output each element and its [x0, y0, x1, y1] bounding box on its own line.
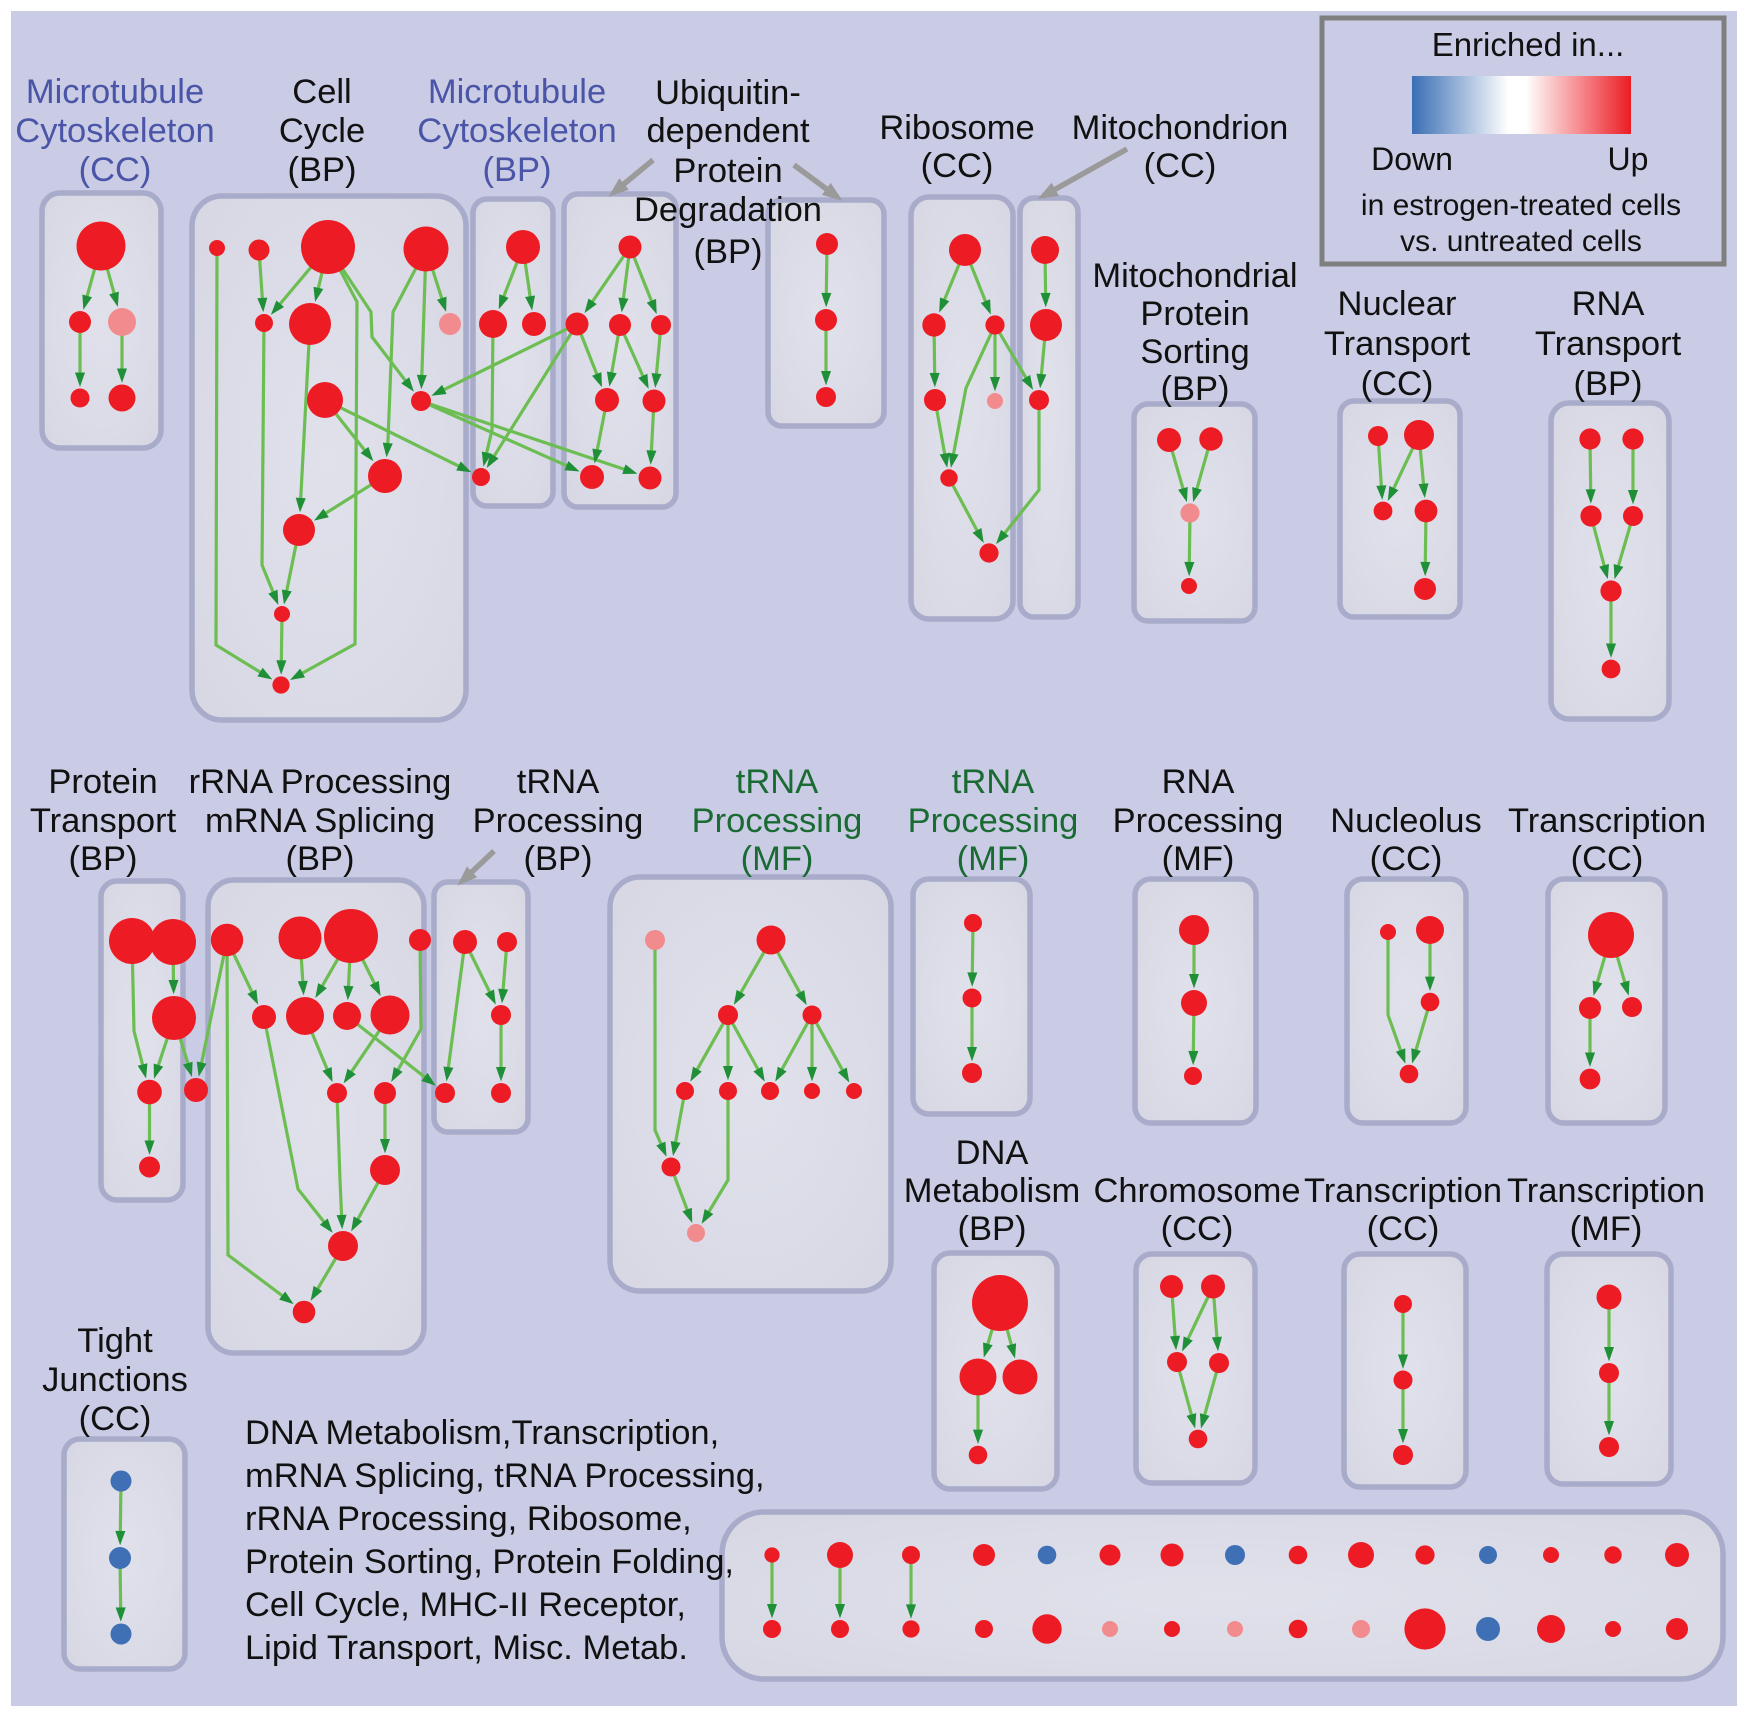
svg-text:dependent: dependent	[646, 112, 809, 150]
svg-text:Processing: Processing	[692, 802, 863, 840]
svg-text:Transcription: Transcription	[1304, 1172, 1502, 1210]
svg-text:tRNA: tRNA	[736, 763, 818, 801]
svg-text:(CC): (CC)	[921, 147, 994, 185]
svg-text:(CC): (CC)	[79, 1400, 152, 1438]
svg-text:Protein Sorting, Protein Foldi: Protein Sorting, Protein Folding,	[245, 1543, 734, 1581]
svg-text:Metabolism: Metabolism	[904, 1172, 1080, 1210]
svg-text:Transport: Transport	[1324, 325, 1471, 363]
svg-text:Processing: Processing	[1113, 802, 1284, 840]
svg-text:rRNA Processing: rRNA Processing	[189, 763, 452, 801]
svg-text:Transcription: Transcription	[1508, 802, 1706, 840]
svg-text:(CC): (CC)	[1144, 147, 1217, 185]
svg-text:(BP): (BP)	[694, 233, 763, 271]
svg-text:Chromosome: Chromosome	[1093, 1172, 1300, 1210]
svg-text:Sorting: Sorting	[1140, 333, 1249, 371]
svg-text:Transcription: Transcription	[1507, 1172, 1705, 1210]
svg-text:(BP): (BP)	[288, 151, 357, 189]
svg-text:rRNA Processing, Ribosome,: rRNA Processing, Ribosome,	[245, 1500, 692, 1538]
svg-text:(BP): (BP)	[483, 151, 552, 189]
svg-text:Nuclear: Nuclear	[1338, 285, 1457, 323]
svg-text:Enriched in...: Enriched in...	[1432, 26, 1625, 63]
svg-text:(MF): (MF)	[1570, 1210, 1643, 1248]
svg-text:Degradation: Degradation	[634, 191, 822, 229]
svg-text:Microtubule: Microtubule	[26, 73, 204, 111]
svg-text:(CC): (CC)	[1161, 1210, 1234, 1248]
svg-text:Cytoskeleton: Cytoskeleton	[15, 112, 214, 150]
svg-text:tRNA: tRNA	[517, 763, 599, 801]
svg-text:(BP): (BP)	[524, 840, 593, 878]
svg-text:Mitochondrion: Mitochondrion	[1072, 109, 1289, 147]
svg-text:(CC): (CC)	[79, 151, 152, 189]
svg-text:(BP): (BP)	[286, 840, 355, 878]
svg-text:(CC): (CC)	[1367, 1210, 1440, 1248]
svg-text:vs. untreated cells: vs. untreated cells	[1400, 225, 1642, 258]
svg-text:Cycle: Cycle	[279, 112, 365, 150]
svg-text:Ubiquitin-: Ubiquitin-	[655, 74, 801, 112]
svg-text:Processing: Processing	[908, 802, 1079, 840]
svg-text:Protein: Protein	[1140, 295, 1249, 333]
svg-text:Nucleolus: Nucleolus	[1330, 802, 1482, 840]
svg-text:Down: Down	[1371, 141, 1453, 177]
svg-text:RNA: RNA	[1572, 285, 1645, 323]
svg-text:Processing: Processing	[473, 802, 644, 840]
svg-text:RNA: RNA	[1162, 763, 1235, 801]
svg-text:Microtubule: Microtubule	[428, 73, 606, 111]
svg-text:(CC): (CC)	[1370, 840, 1443, 878]
svg-text:tRNA: tRNA	[952, 763, 1034, 801]
svg-text:Transport: Transport	[1535, 325, 1682, 363]
svg-text:mRNA Splicing, tRNA Processing: mRNA Splicing, tRNA Processing,	[245, 1457, 765, 1495]
svg-text:DNA Metabolism,Transcription,: DNA Metabolism,Transcription,	[245, 1414, 719, 1452]
svg-text:(BP): (BP)	[958, 1210, 1027, 1248]
svg-text:mRNA Splicing: mRNA Splicing	[205, 802, 435, 840]
svg-text:Junctions: Junctions	[42, 1361, 188, 1399]
svg-text:Transport: Transport	[30, 802, 177, 840]
svg-text:in estrogen-treated cells: in estrogen-treated cells	[1361, 189, 1681, 222]
svg-text:Lipid Transport, Misc. Metab.: Lipid Transport, Misc. Metab.	[245, 1629, 688, 1667]
svg-text:Mitochondrial: Mitochondrial	[1092, 257, 1297, 295]
svg-text:(BP): (BP)	[69, 840, 138, 878]
svg-text:Protein: Protein	[48, 763, 157, 801]
svg-text:Cell Cycle, MHC-II Receptor,: Cell Cycle, MHC-II Receptor,	[245, 1586, 686, 1624]
svg-text:(CC): (CC)	[1361, 365, 1434, 403]
svg-text:(BP): (BP)	[1161, 370, 1230, 408]
svg-text:Cytoskeleton: Cytoskeleton	[417, 112, 616, 150]
svg-text:Protein: Protein	[673, 152, 782, 190]
svg-text:Ribosome: Ribosome	[879, 109, 1034, 147]
svg-text:(MF): (MF)	[741, 840, 814, 878]
svg-text:(MF): (MF)	[1162, 840, 1235, 878]
svg-text:Cell: Cell	[292, 73, 351, 111]
svg-text:(BP): (BP)	[1574, 365, 1643, 403]
svg-text:Up: Up	[1608, 141, 1649, 177]
svg-text:Tight: Tight	[77, 1322, 153, 1360]
svg-text:(MF): (MF)	[957, 840, 1030, 878]
svg-text:(CC): (CC)	[1571, 840, 1644, 878]
svg-text:DNA: DNA	[956, 1134, 1029, 1172]
